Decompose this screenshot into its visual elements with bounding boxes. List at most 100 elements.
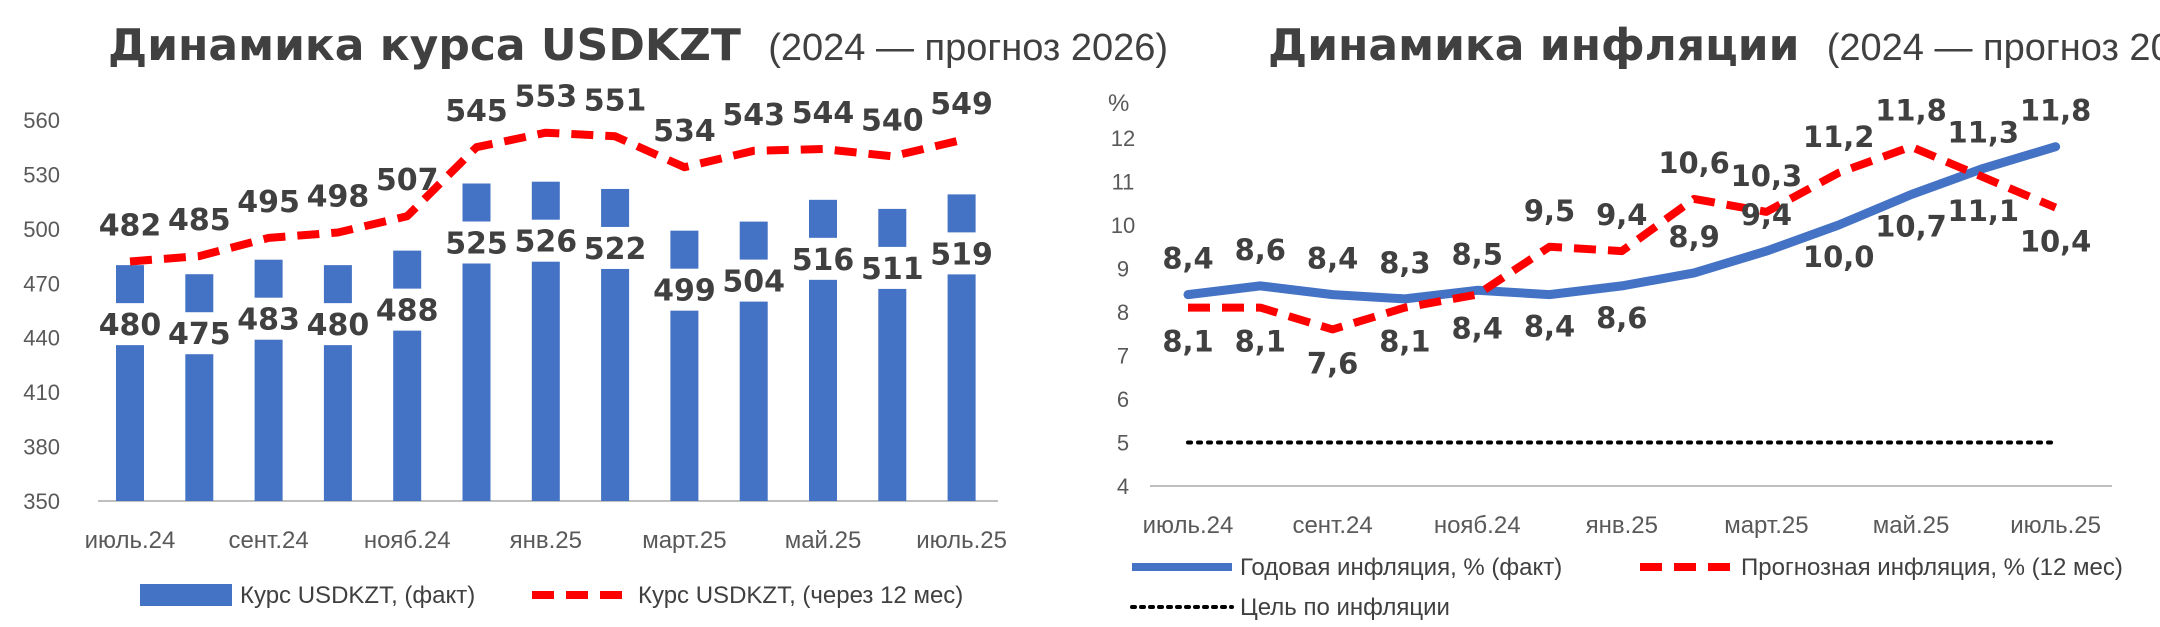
- usdkzt-x-tick-label: янв.25: [510, 527, 582, 554]
- usdkzt-y-tick-label: 560: [23, 108, 60, 133]
- inflation-fact-data-label: 9,4: [1741, 198, 1792, 232]
- inflation-fact-data-label: 8,9: [1668, 220, 1719, 254]
- usdkzt-bar-data-label: 519: [930, 237, 993, 272]
- usdkzt-bar-data-label: 525: [445, 227, 508, 262]
- usdkzt-chart: Динамика курса USDKZT (2024 — прогноз 20…: [23, 20, 1168, 609]
- inflation-forecast-data-label: 11,1: [1948, 194, 2020, 228]
- inflation-forecast-data-label: 10,3: [1731, 159, 1803, 193]
- inflation-fact-data-label: 11,3: [1948, 115, 2020, 149]
- inflation-forecast-data-label: 11,2: [1803, 120, 1875, 154]
- usdkzt-x-tick-label: сент.24: [228, 527, 308, 554]
- usdkzt-bar-data-label: 488: [376, 294, 439, 329]
- usdkzt-forecast-data-label: 482: [99, 209, 162, 244]
- usdkzt-forecast-data-label: 549: [930, 87, 993, 122]
- inflation-x-tick-label: март.25: [1724, 512, 1808, 539]
- inflation-y-axis: 4 5 6 7 8 9 10 11 12: [1111, 126, 1135, 499]
- usdkzt-x-tick-label: июль.24: [85, 527, 176, 554]
- usdkzt-bar-data-label: 526: [514, 225, 577, 260]
- legend-label-usdkzt-forecast: Курс USDKZT, (через 12 мес): [638, 582, 963, 609]
- inflation-fact-data-label: 8,4: [1162, 242, 1213, 276]
- inflation-fact-data-label: 10,0: [1803, 240, 1875, 274]
- legend-label-usdkzt-fact: Курс USDKZT, (факт): [240, 582, 475, 609]
- inflation-fact-data-label: 8,4: [1524, 310, 1575, 344]
- usdkzt-bar-data-label: 511: [861, 252, 924, 287]
- usdkzt-y-tick-label: 410: [23, 380, 60, 405]
- usdkzt-chart-title: Динамика курса USDKZT: [108, 20, 741, 71]
- inflation-forecast-data-label: 8,4: [1452, 312, 1503, 346]
- usdkzt-x-tick-label: нояб.24: [364, 527, 451, 554]
- inflation-fact-data-label: 8,6: [1235, 233, 1286, 267]
- usdkzt-y-tick-label: 380: [23, 435, 60, 460]
- usdkzt-bar: [116, 265, 144, 501]
- usdkzt-x-tick-label: март.25: [642, 527, 726, 554]
- usdkzt-forecast-data-label: 543: [722, 98, 785, 133]
- inflation-fact-data-label: 11,8: [2020, 94, 2092, 128]
- usdkzt-y-tick-label: 350: [23, 489, 60, 514]
- inflation-forecast-data-label: 9,5: [1524, 194, 1575, 228]
- usdkzt-bar-data-label: 499: [653, 274, 716, 309]
- usdkzt-bar-data-label: 516: [792, 243, 855, 278]
- inflation-x-axis-labels: июль.24 сент.24 нояб.24 янв.25 март.25 май.25…: [1143, 512, 2101, 539]
- usdkzt-forecast-path: [129, 128, 963, 266]
- usdkzt-y-tick-label: 440: [23, 326, 60, 351]
- usdkzt-bar-label-bg: [793, 237, 853, 280]
- inflation-x-tick-label: июль.25: [2010, 512, 2101, 539]
- usdkzt-bar-label-bg: [654, 268, 715, 311]
- usdkzt-y-axis: 350 380 410 440 470 500 530 560: [23, 108, 60, 514]
- inflation-forecast-data-label: 8,1: [1235, 325, 1286, 359]
- usdkzt-bar-data-label: 504: [722, 265, 785, 300]
- inflation-x-tick-label: янв.25: [1586, 512, 1658, 539]
- inflation-y-unit: %: [1108, 90, 1129, 117]
- inflation-y-tick-label: 4: [1117, 474, 1129, 499]
- inflation-y-tick-label: 6: [1117, 387, 1129, 412]
- inflation-forecast-data-label: 11,8: [1875, 94, 1947, 128]
- usdkzt-bar-label-bg: [377, 288, 438, 331]
- usdkzt-forecast-data-label: 507: [376, 163, 439, 198]
- usdkzt-forecast-data-label: 485: [168, 203, 231, 238]
- inflation-y-tick-label: 7: [1117, 344, 1129, 369]
- inflation-forecast-data-label: 10,6: [1658, 146, 1730, 180]
- usdkzt-forecast-data-label: 498: [307, 179, 370, 214]
- usdkzt-x-tick-label: май.25: [785, 527, 862, 554]
- usdkzt-bar: [185, 274, 214, 501]
- usdkzt-chart-subtitle: (2024 — прогноз 2026): [768, 27, 1168, 69]
- usdkzt-forecast-data-label: 540: [861, 103, 924, 138]
- inflation-y-tick-label: 11: [1112, 170, 1135, 195]
- svg-text:Динамика инфляции (2024: Динамика инфляции (2024 — прогноз 2026): [1268, 20, 2160, 71]
- usdkzt-bar: [393, 250, 422, 501]
- inflation-fact-data-label: 8,3: [1379, 246, 1430, 280]
- usdkzt-bar-data-label: 480: [307, 308, 370, 343]
- usdkzt-bar-label-bg: [100, 303, 160, 346]
- inflation-forecast-line: [1188, 142, 2058, 334]
- usdkzt-forecast-data-label: 495: [237, 185, 300, 220]
- usdkzt-y-tick-label: 470: [23, 271, 60, 296]
- inflation-y-tick-label: 10: [1111, 213, 1135, 238]
- usdkzt-bar-data-label: 483: [237, 303, 300, 338]
- inflation-forecast-data-label: 9,4: [1596, 198, 1647, 232]
- inflation-fact-data-label: 8,4: [1307, 242, 1358, 276]
- inflation-y-tick-label: 9: [1117, 257, 1129, 282]
- usdkzt-bar-data-label: 480: [99, 308, 162, 343]
- svg-text:Динамика курса USDKZT (2: Динамика курса USDKZT (2024 — прогноз 20…: [108, 20, 1168, 71]
- inflation-fact-line: [1183, 142, 2061, 304]
- inflation-x-tick-label: нояб.24: [1434, 512, 1521, 539]
- usdkzt-bar-label-bg: [446, 221, 507, 264]
- usdkzt-bar-label-bg: [585, 226, 646, 269]
- inflation-y-tick-label: 8: [1117, 300, 1129, 325]
- usdkzt-forecast-data-label: 551: [584, 83, 647, 118]
- usdkzt-forecast-data-label: 544: [792, 96, 855, 131]
- usdkzt-bar-label-bg: [515, 219, 576, 262]
- inflation-chart-subtitle: (2024 — прогноз 2026): [1827, 27, 2160, 69]
- inflation-forecast-data-label: 8,1: [1162, 325, 1213, 359]
- inflation-y-tick-label: 5: [1117, 431, 1129, 456]
- usdkzt-forecast-data-label: 545: [445, 94, 508, 129]
- usdkzt-legend: Курс USDKZT, (факт) Курс USDKZT, (через …: [140, 582, 963, 609]
- usdkzt-bar-label-bg: [723, 259, 784, 302]
- inflation-forecast-data-label: 7,6: [1307, 346, 1358, 380]
- inflation-forecast-data-label: 10,4: [2020, 225, 2092, 259]
- inflation-x-tick-label: июль.24: [1143, 512, 1234, 539]
- usdkzt-bar-label-bg: [862, 246, 923, 289]
- usdkzt-bar-label-bg: [238, 297, 299, 340]
- legend-label-inflation-forecast: Прогнозная инфляция, % (12 мес): [1741, 554, 2123, 581]
